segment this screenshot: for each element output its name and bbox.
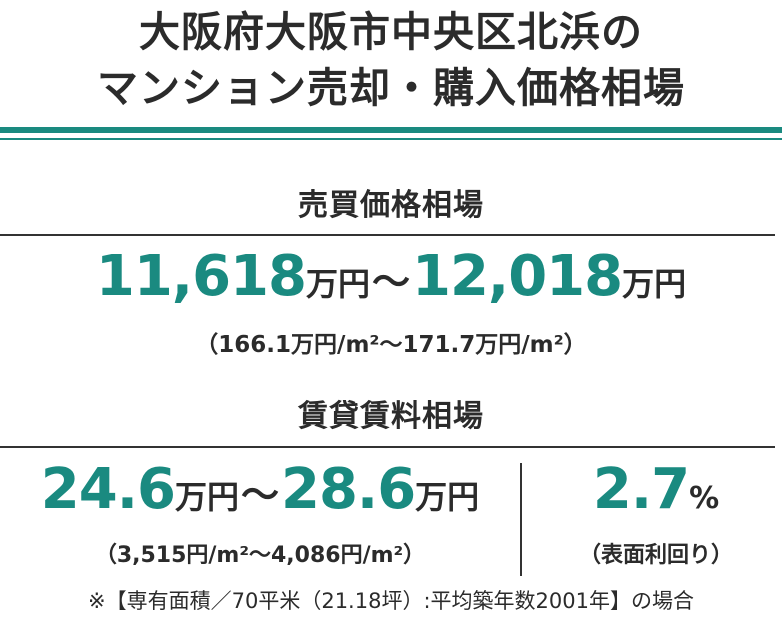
sale-min-unit: 万円 (305, 265, 370, 303)
sale-divider (0, 234, 775, 236)
title-line-1: 大阪府大阪市中央区北浜の (139, 8, 643, 56)
rent-min-unit: 万円 (174, 478, 239, 516)
page-title: 大阪府大阪市中央区北浜の マンション売却・購入価格相場 (0, 4, 782, 116)
sale-price-range: 11,618万円〜12,018万円 (0, 244, 782, 309)
sale-max-unit: 万円 (622, 265, 687, 303)
title-rule-thin (0, 138, 782, 140)
title-rule-thick (0, 127, 782, 133)
rent-max-value: 28.6 (281, 457, 416, 522)
rent-yield-separator (520, 463, 522, 576)
rent-per-sqm: （3,515円/m²〜4,086円/m²） (94, 543, 426, 568)
rent-min-value: 24.6 (40, 457, 176, 522)
rent-price-range: 24.6万円〜28.6万円 (0, 457, 520, 522)
yield-unit: % (689, 481, 720, 516)
footnote: ※【専有面積／70平米（21.18坪）:平均築年数2001年】の場合 (88, 589, 694, 613)
sale-max-value: 12,018 (412, 244, 623, 309)
rent-tilde: 〜 (240, 473, 279, 517)
sale-per-sqm: （166.1万円/m²〜171.7万円/m²） (195, 332, 587, 358)
title-line-2: マンション売却・購入価格相場 (97, 64, 685, 112)
rent-divider (0, 446, 775, 448)
sale-tilde: 〜 (371, 260, 410, 304)
rent-heading: 賃貸賃料相場 (298, 399, 484, 434)
yield-value: 2.7 (592, 457, 690, 522)
yield-value-row: 2.7% (530, 457, 782, 522)
rent-max-unit: 万円 (415, 478, 480, 516)
yield-label: （表面利回り） (578, 543, 733, 568)
sale-heading: 売買価格相場 (298, 188, 484, 223)
sale-min-value: 11,618 (95, 244, 307, 309)
